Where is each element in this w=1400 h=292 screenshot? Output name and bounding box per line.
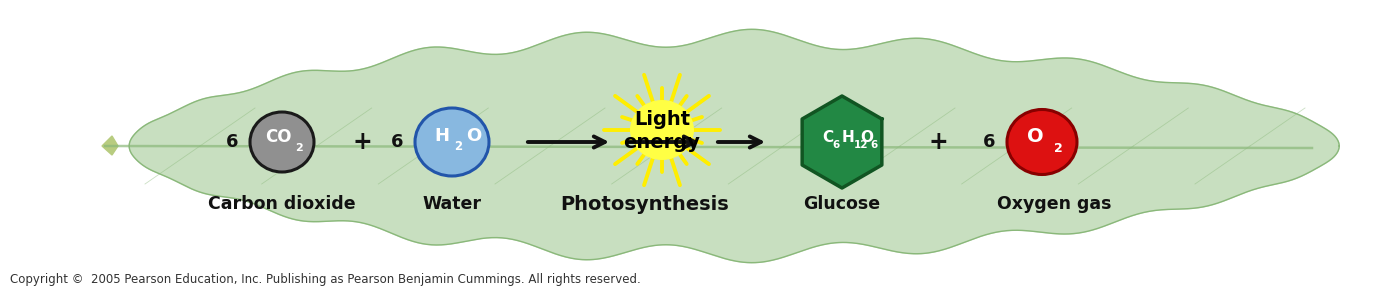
Text: Water: Water xyxy=(423,195,482,213)
Polygon shape xyxy=(129,29,1340,263)
Text: 6: 6 xyxy=(225,133,238,151)
Polygon shape xyxy=(802,96,882,188)
Text: 6: 6 xyxy=(391,133,403,151)
Text: 6: 6 xyxy=(869,140,878,150)
Text: Copyright ©  2005 Pearson Education, Inc. Publishing as Pearson Benjamin Cumming: Copyright © 2005 Pearson Education, Inc.… xyxy=(10,274,641,286)
Ellipse shape xyxy=(630,100,694,160)
Text: 6: 6 xyxy=(983,133,995,151)
Text: Glucose: Glucose xyxy=(804,195,881,213)
Text: Photosynthesis: Photosynthesis xyxy=(560,194,729,213)
Text: 2: 2 xyxy=(454,140,462,154)
Text: CO: CO xyxy=(265,128,291,146)
Text: H: H xyxy=(841,129,855,145)
Text: +: + xyxy=(353,130,372,154)
Text: O: O xyxy=(1026,128,1043,147)
Text: energy: energy xyxy=(623,133,700,152)
Text: H: H xyxy=(434,127,449,145)
Text: +: + xyxy=(928,130,948,154)
Text: Light: Light xyxy=(634,110,690,129)
Ellipse shape xyxy=(414,108,489,176)
Text: 2: 2 xyxy=(295,143,304,153)
Ellipse shape xyxy=(1007,110,1077,175)
Text: 12: 12 xyxy=(854,140,868,150)
Text: 6: 6 xyxy=(833,140,840,150)
Polygon shape xyxy=(102,136,118,155)
Text: Oxygen gas: Oxygen gas xyxy=(997,195,1112,213)
Ellipse shape xyxy=(251,112,314,172)
Text: O: O xyxy=(466,127,482,145)
Text: O: O xyxy=(861,129,874,145)
Text: Carbon dioxide: Carbon dioxide xyxy=(209,195,356,213)
Text: C: C xyxy=(823,129,833,145)
Text: 2: 2 xyxy=(1054,142,1063,154)
